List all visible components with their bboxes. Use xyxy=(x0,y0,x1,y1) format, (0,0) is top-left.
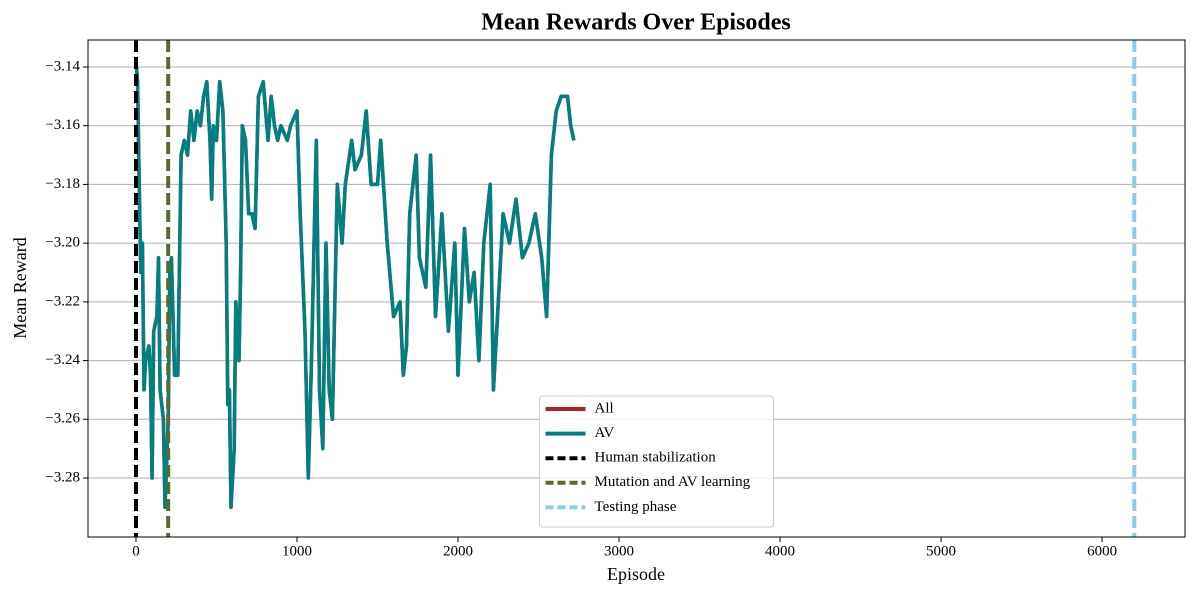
x-tick-label: 3000 xyxy=(604,543,634,559)
legend-label: AV xyxy=(595,425,615,441)
y-tick-label: −3.22 xyxy=(45,293,80,309)
legend-label: Human stabilization xyxy=(595,450,717,466)
x-tick-label: 6000 xyxy=(1087,543,1117,559)
legend-label: Testing phase xyxy=(595,499,677,515)
legend-label: Mutation and AV learning xyxy=(595,474,751,490)
chart-title: Mean Rewards Over Episodes xyxy=(481,10,791,36)
legend: All AV Human stabilization Mutation and AV … xyxy=(539,395,774,528)
y-tick-label: −3.26 xyxy=(45,411,80,427)
y-tick-label: −3.16 xyxy=(45,117,80,133)
x-tick-label: 0 xyxy=(132,543,140,559)
y-tick-label: −3.24 xyxy=(45,352,80,368)
plot-frame xyxy=(87,39,1186,538)
x-tick-label: 2000 xyxy=(443,543,473,559)
legend-label: All xyxy=(595,400,614,416)
y-tick-label: −3.20 xyxy=(45,235,80,251)
series-line xyxy=(134,60,576,510)
y-tick-label: −3.14 xyxy=(45,58,80,74)
x-tick-label: 5000 xyxy=(926,543,956,559)
legend-box xyxy=(539,395,774,528)
x-axis-label: Episode xyxy=(607,564,665,584)
y-axis-label: Mean Reward xyxy=(10,237,30,338)
x-tick-label: 4000 xyxy=(765,543,795,559)
y-tick-label: −3.18 xyxy=(45,176,80,192)
y-tick-label: −3.28 xyxy=(45,469,80,485)
series-line xyxy=(134,60,576,510)
x-tick-label: 1000 xyxy=(282,543,312,559)
